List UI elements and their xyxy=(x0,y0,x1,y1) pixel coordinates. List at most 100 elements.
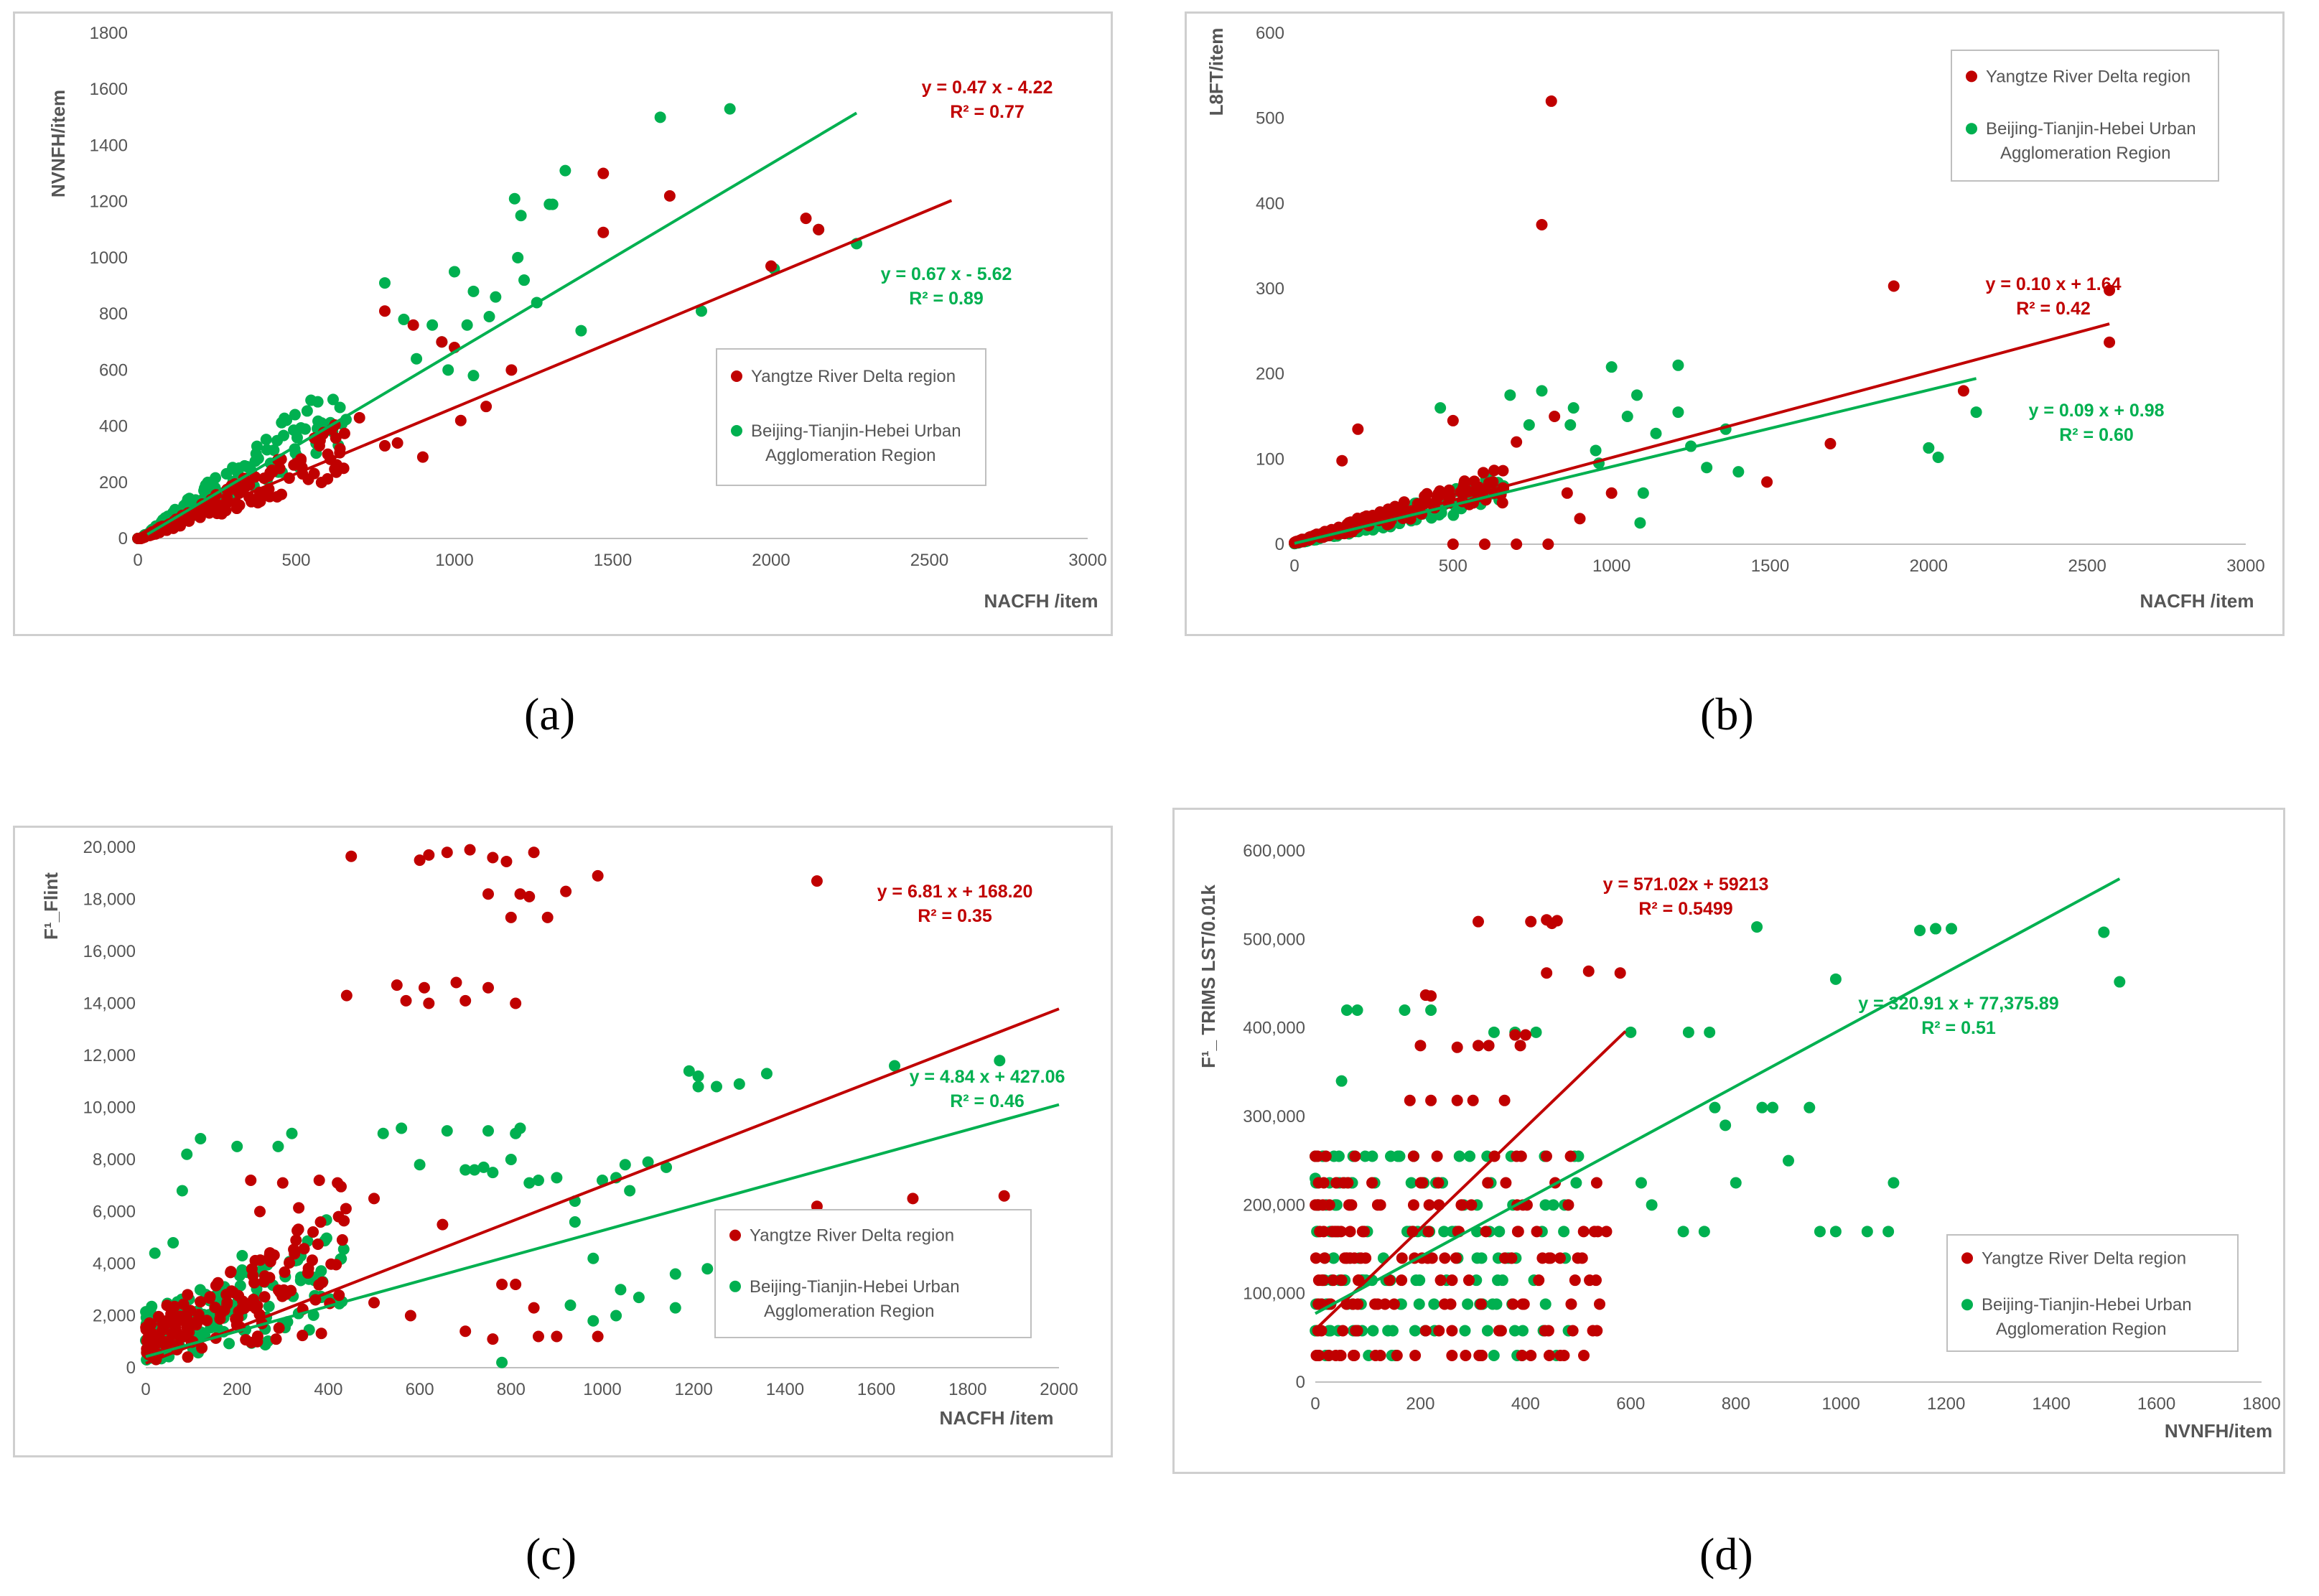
panel-d-bth-cluster-point xyxy=(1539,1199,1552,1211)
panel-d-bth-point xyxy=(1882,1226,1895,1238)
panel-c-yrd-point xyxy=(400,994,412,1007)
panel-a-bth-cluster-point xyxy=(334,401,346,414)
panel-a-bth-cluster-point xyxy=(291,431,303,444)
panel-c-x-tick-label: 2000 xyxy=(1040,1380,1078,1399)
panel-a-bth-cluster-point xyxy=(210,472,222,484)
panel-d-yrd-cluster-point xyxy=(1396,1274,1408,1287)
panel-b-yrd-point xyxy=(1549,411,1561,422)
panel-d-yrd-cluster-point xyxy=(1422,1226,1434,1238)
panel-c-bth-r-squared: R² = 0.46 xyxy=(950,1091,1025,1111)
panel-d-y-axis-label: F¹_ TRIMS LST/0.01k xyxy=(1198,885,1219,1068)
panel-d-bth-point xyxy=(1709,1101,1721,1114)
panel-c-yrd-equation: y = 6.81 x + 168.20 xyxy=(877,882,1033,902)
panel-c-yrd-cluster-point xyxy=(273,1322,285,1334)
panel-c-yrd-cluster-point xyxy=(306,1254,318,1266)
panel-c-yrd-point xyxy=(423,997,435,1009)
panel-b-bth-r-squared: R² = 0.60 xyxy=(2059,425,2134,445)
panel-d-bth-cluster-point xyxy=(1359,1150,1371,1162)
panel-c-x-tick-label: 800 xyxy=(497,1380,526,1399)
panel-c-bth-point xyxy=(231,1140,243,1152)
panel-c-legend-label-bth: Beijing-Tianjin-Hebei Urban xyxy=(750,1277,960,1297)
panel-d-x-tick-label: 600 xyxy=(1616,1394,1645,1414)
panel-b-bth-point xyxy=(1970,406,1982,419)
panel-d-legend-box xyxy=(1946,1234,2239,1352)
panel-d-yrd-cluster-point xyxy=(1554,1350,1567,1361)
panel-c-yrd-r-squared: R² = 0.35 xyxy=(918,906,992,926)
panel-c-yrd-cluster-point xyxy=(289,1248,301,1260)
panel-a-yrd-point xyxy=(416,451,429,463)
panel-d-bth-cluster-point xyxy=(1516,1325,1529,1337)
panel-d-yrd-cluster-point xyxy=(1543,1252,1555,1264)
panel-c-bth-point xyxy=(459,1164,472,1176)
panel-c-bth-point xyxy=(195,1133,207,1144)
panel-c-y-tick-label: 20,000 xyxy=(83,838,136,857)
panel-d-yrd-cluster-point xyxy=(1391,1350,1403,1361)
panel-d-x-tick-label: 1600 xyxy=(2137,1394,2175,1414)
panel-c-yrd-point xyxy=(437,1218,449,1231)
panel-b-bth-point xyxy=(1732,466,1745,478)
panel-c-bth-point xyxy=(377,1127,389,1139)
panel-d-bth-cluster-point xyxy=(1409,1325,1421,1337)
panel-a-legend-marker-bth xyxy=(731,425,742,437)
panel-d-yrd-point xyxy=(1472,1040,1484,1052)
panel-d-yrd-cluster-point xyxy=(1450,1252,1462,1264)
panel-b-bth-point xyxy=(1631,389,1643,401)
panel-b-bth-point xyxy=(1564,419,1577,431)
panel-d-yrd-point xyxy=(1451,1041,1463,1053)
panel-b-bth-point xyxy=(1536,385,1548,397)
panel-b-bth-cluster-point xyxy=(1447,509,1460,521)
panel-c-x-tick-label: 600 xyxy=(406,1380,434,1399)
panel-a-yrd-point xyxy=(378,305,391,317)
panel-d-bth-point xyxy=(1677,1226,1689,1238)
panel-d-bth-point xyxy=(1335,1075,1348,1087)
panel-c-yrd-point xyxy=(528,846,540,859)
panel-d-yrd-cluster-point xyxy=(1312,1350,1325,1361)
panel-a-legend-label-bth: Beijing-Tianjin-Hebei Urban xyxy=(751,421,961,441)
panel-c-bth-point xyxy=(624,1185,636,1197)
panel-b-yrd-cluster-point xyxy=(1366,509,1378,521)
panel-d-bth-cluster-point xyxy=(1413,1298,1425,1310)
panel-a-yrd-point xyxy=(663,190,676,202)
panel-c-bth-point xyxy=(487,1167,499,1179)
panel-a-yrd-point xyxy=(378,439,391,452)
panel-d-bth-point xyxy=(1720,1119,1732,1131)
panel-c-yrd-cluster-point xyxy=(172,1329,184,1341)
panel-a-bth-point xyxy=(461,319,473,331)
panel-d-yrd-cluster-point xyxy=(1344,1226,1356,1238)
panel-d-yrd-r-squared: R² = 0.5499 xyxy=(1638,899,1732,919)
panel-d-yrd-point xyxy=(1519,1029,1531,1041)
panel-d-x-tick-label: 400 xyxy=(1511,1394,1540,1414)
panel-d-legend-marker-bth xyxy=(1961,1299,1973,1311)
panel-a-yrd-point xyxy=(407,319,419,331)
panel-b-yrd-point xyxy=(1761,476,1773,488)
panel-a-yrd-cluster-point xyxy=(338,427,350,439)
panel-b-yrd-point xyxy=(1447,414,1459,426)
panel-c-bth-point xyxy=(683,1065,695,1077)
panel-c-bth-point xyxy=(701,1263,714,1275)
panel-c-yrd-point xyxy=(441,846,453,859)
panel-b-bth-cluster-point xyxy=(1425,512,1437,524)
panel-d-bth-point xyxy=(1930,923,1942,935)
panel-b-x-tick-label: 2000 xyxy=(1910,556,1948,576)
panel-c-bth-trendline xyxy=(145,1103,1060,1358)
panel-a-bth-cluster-point xyxy=(200,479,212,491)
panel-d-yrd-cluster-point xyxy=(1525,1350,1537,1361)
panel-a-x-tick-label: 1000 xyxy=(435,551,473,570)
panel-d-bth-point xyxy=(1829,1226,1842,1238)
panel-c-bth-point xyxy=(482,1125,494,1137)
panel-a-yrd-point xyxy=(322,448,334,460)
panel-c-x-tick-label: 1400 xyxy=(766,1380,804,1399)
panel-d-yrd-cluster-point xyxy=(1542,1325,1554,1337)
panel-a-y-tick-label: 0 xyxy=(118,529,128,549)
panel-b-legend-marker-yrd xyxy=(1966,70,1977,83)
panel-d-yrd-point xyxy=(1451,1094,1463,1106)
panel-c-yrd-cluster-point xyxy=(298,1243,310,1255)
panel-d-x-tick-label: 0 xyxy=(1310,1394,1320,1414)
panel-c-bth-point xyxy=(510,1127,522,1139)
panel-b-bth-point xyxy=(1567,402,1580,414)
panel-c-yrd-cluster-point xyxy=(338,1215,350,1227)
panel-d-yrd-cluster-point xyxy=(1515,1150,1527,1162)
panel-d-x-tick-label: 1000 xyxy=(1822,1394,1860,1414)
panel-d-yrd-cluster-point xyxy=(1554,1252,1566,1264)
panel-b-yrd-point xyxy=(1511,436,1523,448)
